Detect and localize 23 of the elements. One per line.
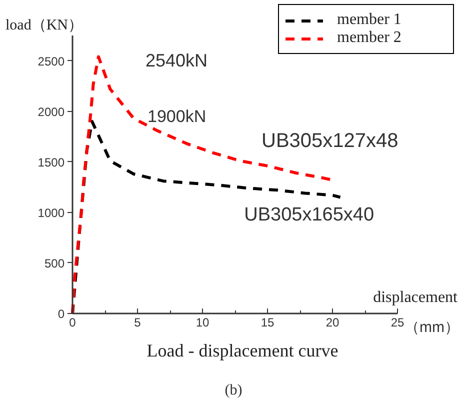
x-tick-label: 5 bbox=[134, 316, 142, 330]
y-tick-label: 0 bbox=[58, 307, 65, 321]
x-tick-label: 20 bbox=[326, 316, 340, 330]
x-axis-title: displacement bbox=[373, 289, 458, 306]
annotation: UB305x127x48 bbox=[262, 130, 398, 152]
annotation: UB305x165x40 bbox=[244, 204, 374, 226]
y-tick-label: 1500 bbox=[38, 155, 65, 170]
y-tick-label: 2500 bbox=[38, 54, 65, 68]
text: （mm） bbox=[404, 319, 460, 336]
x-tick-label: 25 bbox=[390, 316, 404, 330]
x-tick-label: 15 bbox=[260, 316, 274, 330]
legend-label: member 1 bbox=[337, 11, 402, 29]
y-tick-label: 500 bbox=[44, 256, 65, 270]
annotation: 2540kN bbox=[146, 50, 208, 71]
y-axis-title: load（KN） bbox=[6, 18, 83, 34]
text: Load - displacement curve bbox=[146, 340, 338, 360]
annotation: 1900kN bbox=[148, 107, 206, 126]
x-tick-label: 0 bbox=[69, 316, 76, 330]
text: (b) bbox=[224, 382, 242, 398]
y-tick-label: 1000 bbox=[38, 206, 65, 220]
legend-label: member 2 bbox=[337, 29, 402, 47]
y-tick-label: 2000 bbox=[38, 104, 65, 119]
x-tick-label: 10 bbox=[196, 316, 210, 330]
